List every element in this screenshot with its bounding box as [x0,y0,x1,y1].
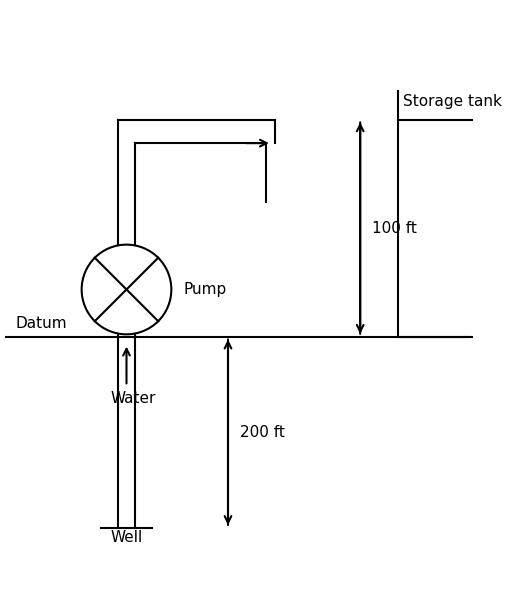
Text: Water: Water [111,391,156,406]
Text: Pump: Pump [183,282,226,297]
Text: Storage tank: Storage tank [402,94,502,108]
Text: 200 ft: 200 ft [240,425,285,440]
Text: Well: Well [111,530,142,545]
Text: 100 ft: 100 ft [372,220,417,236]
Text: Datum: Datum [15,316,67,331]
